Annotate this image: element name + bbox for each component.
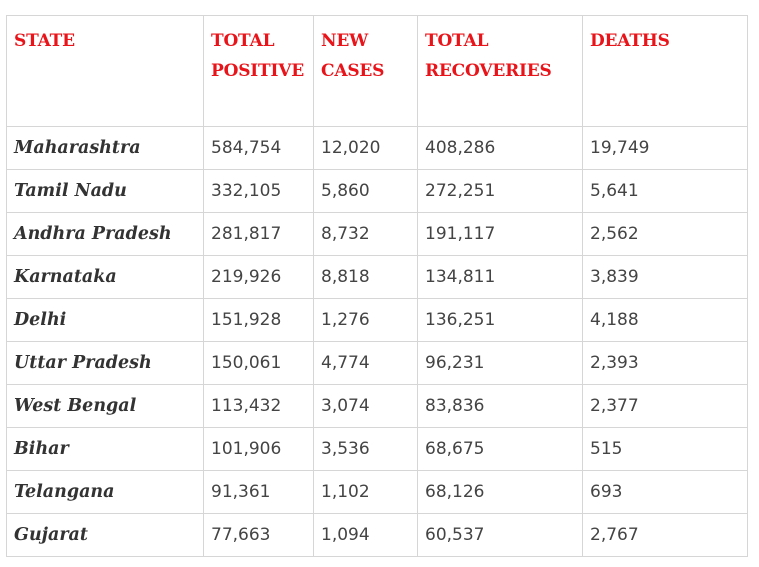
cell-state: Andhra Pradesh	[6, 212, 204, 256]
covid-state-table: STATE TOTAL POSITIVE NEW CASES TOTAL REC…	[6, 15, 748, 557]
table-row: West Bengal 113,432 3,074 83,836 2,377	[6, 384, 748, 428]
table-row: Tamil Nadu 332,105 5,860 272,251 5,641	[6, 169, 748, 213]
cell-total-positive: 281,817	[203, 212, 314, 256]
cell-new-cases: 5,860	[313, 169, 418, 213]
cell-total-recoveries: 272,251	[417, 169, 583, 213]
header-total-positive: TOTAL POSITIVE	[203, 15, 314, 127]
cell-state: West Bengal	[6, 384, 204, 428]
cell-state: Karnataka	[6, 255, 204, 299]
cell-deaths: 693	[582, 470, 748, 514]
cell-total-recoveries: 68,126	[417, 470, 583, 514]
cell-new-cases: 4,774	[313, 341, 418, 385]
cell-total-positive: 150,061	[203, 341, 314, 385]
cell-total-positive: 101,906	[203, 427, 314, 471]
cell-deaths: 2,562	[582, 212, 748, 256]
cell-state: Tamil Nadu	[6, 169, 204, 213]
cell-state: Bihar	[6, 427, 204, 471]
cell-new-cases: 8,732	[313, 212, 418, 256]
cell-deaths: 19,749	[582, 126, 748, 170]
cell-new-cases: 1,094	[313, 513, 418, 557]
cell-deaths: 2,393	[582, 341, 748, 385]
cell-total-positive: 77,663	[203, 513, 314, 557]
cell-new-cases: 8,818	[313, 255, 418, 299]
table-row: Maharashtra 584,754 12,020 408,286 19,749	[6, 126, 748, 170]
cell-total-recoveries: 136,251	[417, 298, 583, 342]
cell-deaths: 3,839	[582, 255, 748, 299]
cell-state: Delhi	[6, 298, 204, 342]
cell-total-positive: 151,928	[203, 298, 314, 342]
cell-total-positive: 219,926	[203, 255, 314, 299]
table-row: Delhi 151,928 1,276 136,251 4,188	[6, 298, 748, 342]
cell-total-positive: 332,105	[203, 169, 314, 213]
table-row: Karnataka 219,926 8,818 134,811 3,839	[6, 255, 748, 299]
cell-state: Uttar Pradesh	[6, 341, 204, 385]
cell-total-recoveries: 408,286	[417, 126, 583, 170]
cell-deaths: 2,767	[582, 513, 748, 557]
cell-total-positive: 113,432	[203, 384, 314, 428]
cell-total-recoveries: 68,675	[417, 427, 583, 471]
cell-new-cases: 1,102	[313, 470, 418, 514]
cell-total-recoveries: 191,117	[417, 212, 583, 256]
table-row: Bihar 101,906 3,536 68,675 515	[6, 427, 748, 471]
cell-deaths: 4,188	[582, 298, 748, 342]
cell-state: Gujarat	[6, 513, 204, 557]
header-total-recoveries: TOTAL RECOVERIES	[417, 15, 583, 127]
cell-total-recoveries: 83,836	[417, 384, 583, 428]
cell-total-positive: 584,754	[203, 126, 314, 170]
cell-new-cases: 12,020	[313, 126, 418, 170]
cell-state: Telangana	[6, 470, 204, 514]
header-new-cases: NEW CASES	[313, 15, 418, 127]
cell-state: Maharashtra	[6, 126, 204, 170]
cell-total-recoveries: 96,231	[417, 341, 583, 385]
cell-new-cases: 3,074	[313, 384, 418, 428]
cell-new-cases: 1,276	[313, 298, 418, 342]
table-row: Gujarat 77,663 1,094 60,537 2,767	[6, 513, 748, 557]
cell-deaths: 515	[582, 427, 748, 471]
covid-state-table-container: STATE TOTAL POSITIVE NEW CASES TOTAL REC…	[6, 15, 748, 557]
cell-total-recoveries: 60,537	[417, 513, 583, 557]
table-row: Andhra Pradesh 281,817 8,732 191,117 2,562	[6, 212, 748, 256]
cell-total-positive: 91,361	[203, 470, 314, 514]
header-deaths: DEATHS	[582, 15, 748, 127]
table-header-row: STATE TOTAL POSITIVE NEW CASES TOTAL REC…	[6, 15, 748, 127]
table-body: Maharashtra 584,754 12,020 408,286 19,749 Tam…	[6, 126, 748, 557]
cell-deaths: 2,377	[582, 384, 748, 428]
table-row: Uttar Pradesh 150,061 4,774 96,231 2,393	[6, 341, 748, 385]
table-row: Telangana 91,361 1,102 68,126 693	[6, 470, 748, 514]
header-state: STATE	[6, 15, 204, 127]
cell-deaths: 5,641	[582, 169, 748, 213]
cell-new-cases: 3,536	[313, 427, 418, 471]
cell-total-recoveries: 134,811	[417, 255, 583, 299]
